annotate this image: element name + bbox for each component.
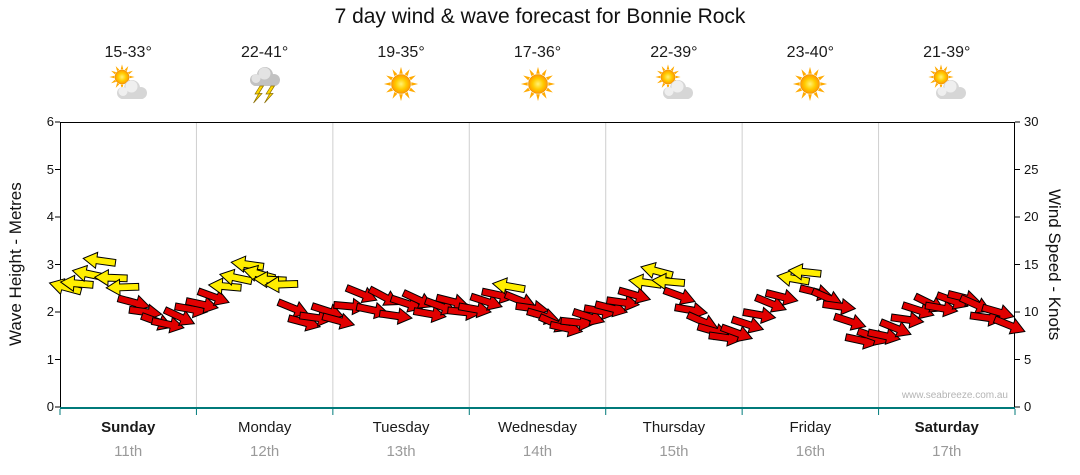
day-name-label: Sunday [101,419,156,436]
wind-arrow [82,251,117,270]
wind-arrow [754,293,788,313]
wind-arrow [742,306,777,325]
wind-arrow [378,307,413,325]
wind-arrow [719,323,754,343]
wind-arrow [321,312,356,330]
day-date-label: 11th [114,443,143,460]
page-title: 7 day wind & wave forecast for Bonnie Ro… [334,5,746,28]
wind-arrow [207,277,242,295]
right-tick-label: 10 [1024,304,1039,319]
sun-cloud-icon [655,64,693,99]
day-name-label: Friday [789,419,832,436]
wind-arrow [196,287,230,306]
wind-arrow [150,316,185,334]
left-tick-label: 2 [46,304,54,319]
day-name-label: Monday [237,419,292,436]
day-temp-label: 22-39° [650,44,698,61]
wind-arrow [93,268,128,287]
left-tick-label: 4 [46,209,54,224]
left-tick-label: 5 [46,161,54,177]
day-date-label: 14th [522,443,553,460]
left-tick-label: 3 [46,256,54,272]
wind-arrow [867,327,902,345]
lightning-bolt [263,85,275,104]
wind-arrow [491,277,526,295]
right-tick-label: 5 [1024,351,1032,367]
lightning-bolt [252,85,264,104]
sun-icon [793,66,828,102]
wind-arrow [833,312,867,331]
day-name-label: Saturday [914,419,979,436]
right-tick-label: 15 [1024,256,1039,272]
day-date-label: 16th [795,443,825,460]
wind-arrow [901,301,935,320]
wind-arrow [412,305,447,324]
watermark: www.seabreeze.com.au [901,390,1008,401]
wind-arrow [981,303,1015,322]
wind-arrow [184,296,219,314]
left-tick-label: 6 [46,114,54,129]
wind-arrow [764,288,799,307]
day-temp-label: 22-41° [240,44,289,61]
wind-arrow [878,318,912,338]
day-name-label: Tuesday [372,419,430,436]
day-temp-label: 17-36° [513,44,562,61]
wind-arrow [992,315,1026,335]
left-tick-label: 0 [46,399,54,414]
day-date-label: 13th [386,443,416,460]
wind-arrow [674,301,709,320]
wind-arrow [162,306,196,326]
wind-arrow [924,299,959,318]
wind-arrow [890,311,925,329]
wind-arrow [105,278,140,297]
wind-arrow [59,274,94,293]
wind-arrow [605,294,641,312]
wind-arrow [344,284,378,304]
day-temp-label: 19-35° [377,44,425,61]
right-tick-label: 25 [1024,161,1039,177]
wind-arrow [662,286,696,306]
wind-arrow [730,315,765,334]
sun-cloud-icon [109,64,148,99]
wind-arrow [469,292,503,311]
right-axis-title: Wind Speed - Knots [1045,188,1064,341]
wind-arrow [218,268,253,286]
storm-icon [249,67,280,104]
wind-arrow [787,263,822,281]
wind-arrow [651,272,686,291]
wind-arrow [571,307,606,326]
day-name-label: Wednesday [498,419,577,436]
day-date-label: 15th [659,443,689,460]
sun-icon [520,66,555,102]
wind-arrow [457,300,492,319]
day-temp-label: 23-40° [786,44,834,61]
day-date-label: 12th [250,443,280,460]
wind-arrow [822,297,857,316]
right-tick-label: 0 [1024,399,1032,414]
left-tick-label: 1 [46,351,54,367]
wind-arrow [264,275,299,294]
wind-arrow [617,286,652,305]
day-temp-label: 21-39° [923,44,971,61]
right-tick-label: 20 [1024,209,1039,224]
sun-icon [383,66,419,102]
day-temp-label: 15-33° [104,44,152,61]
sun-cloud-icon [928,64,966,99]
day-date-label: 17th [932,443,962,460]
day-name-label: Thursday [642,419,706,436]
right-tick-label: 30 [1024,114,1039,129]
wind-arrow [776,269,811,288]
